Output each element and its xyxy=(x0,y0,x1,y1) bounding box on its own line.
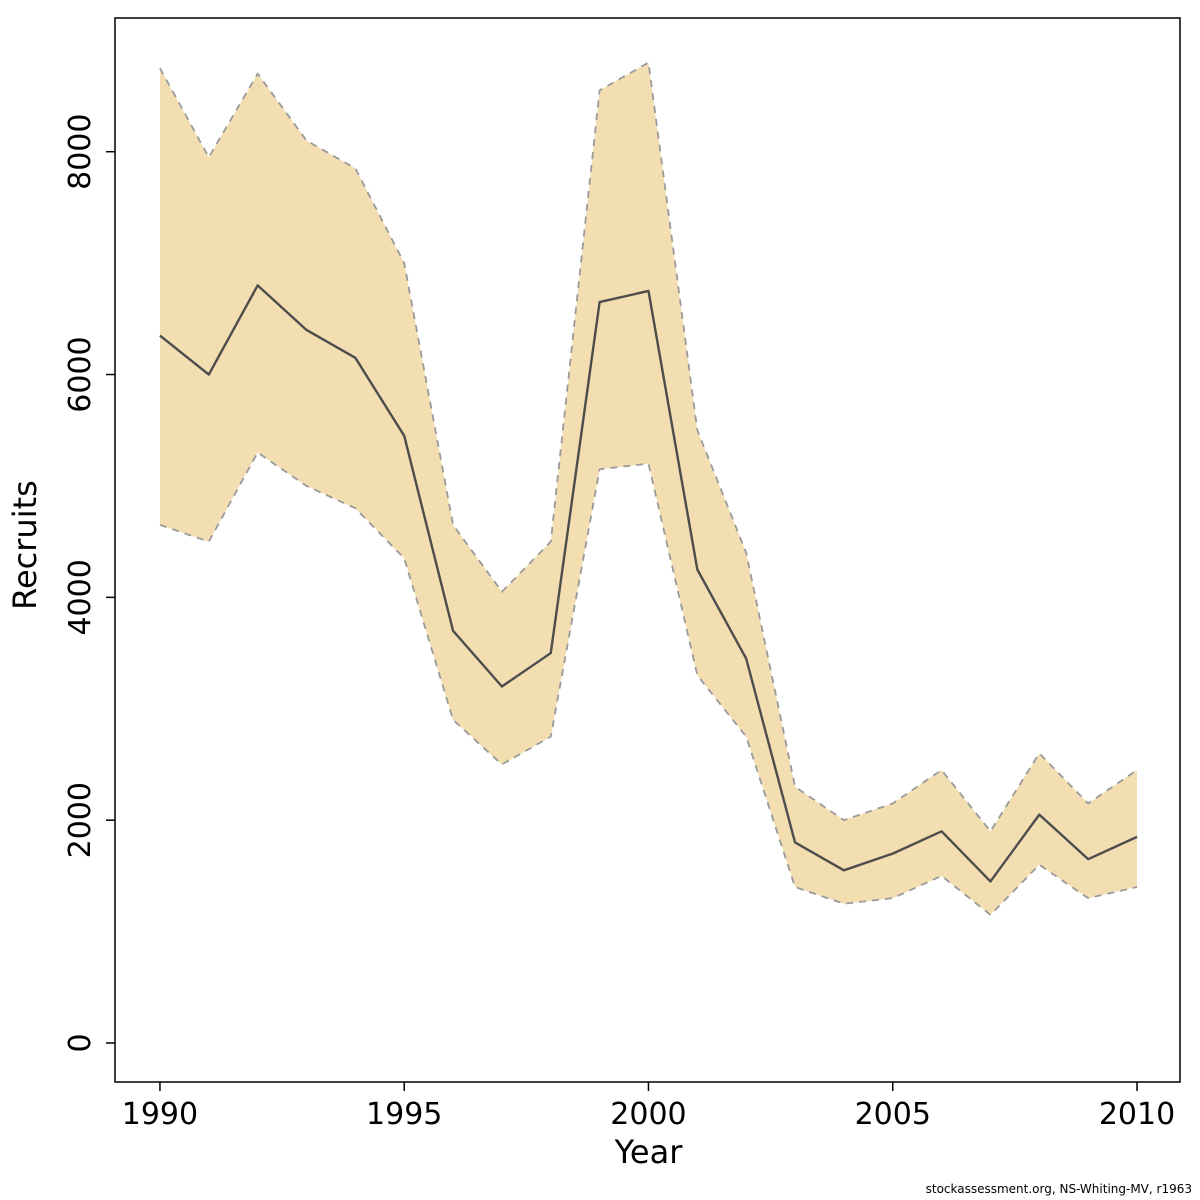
y-tick-label: 8000 xyxy=(63,114,98,190)
confidence-band xyxy=(159,62,1138,915)
x-axis-title: Year xyxy=(614,1133,684,1171)
x-tick-label: 1990 xyxy=(122,1097,198,1132)
x-tick-label: 2000 xyxy=(610,1097,686,1132)
watermark-text: stockassessment.org, NS-Whiting-MV, r196… xyxy=(925,1182,1192,1196)
plot-border xyxy=(114,17,1181,1083)
upper-confidence-line xyxy=(159,61,1138,833)
y-tick-label: 4000 xyxy=(63,559,98,635)
y-tick-label: 6000 xyxy=(63,336,98,412)
x-tick-label: 2010 xyxy=(1099,1097,1175,1132)
y-axis-title: Recruits xyxy=(6,480,44,610)
x-tick-label: 1995 xyxy=(366,1097,442,1132)
median-line xyxy=(159,284,1138,883)
y-tick-label: 2000 xyxy=(63,782,98,858)
y-tick-label: 0 xyxy=(63,1033,98,1052)
x-tick-label: 2005 xyxy=(855,1097,931,1132)
